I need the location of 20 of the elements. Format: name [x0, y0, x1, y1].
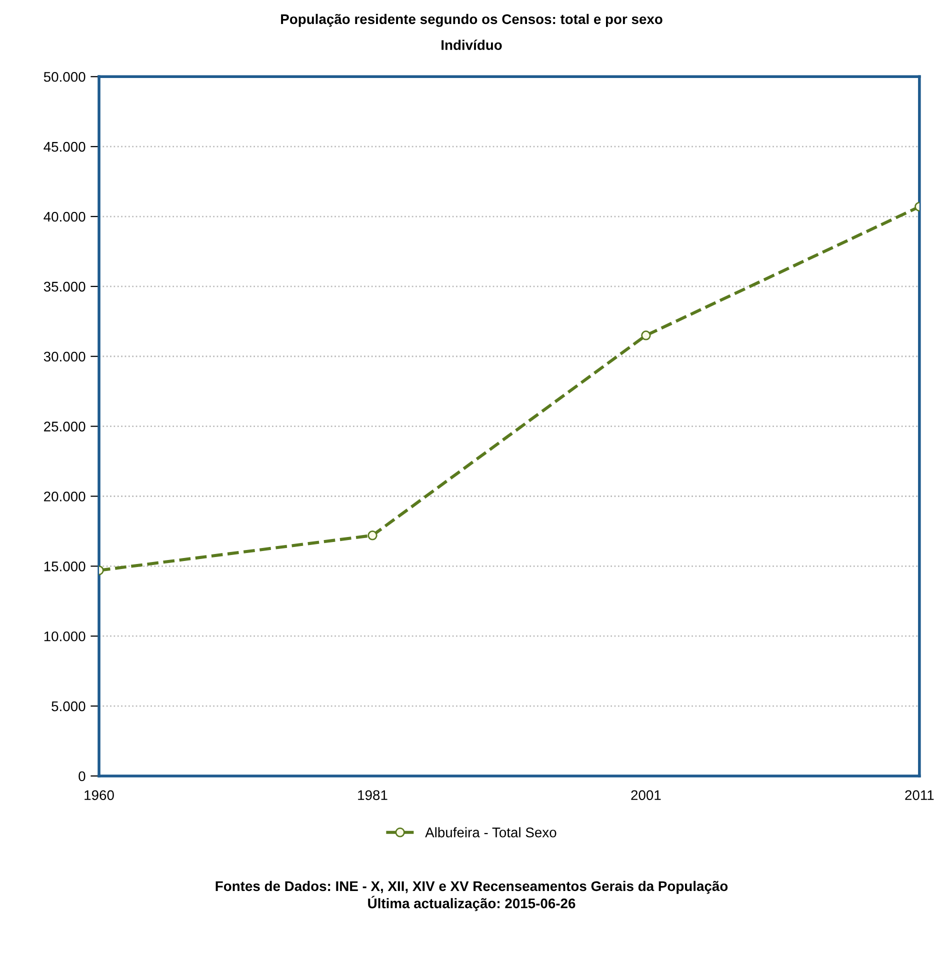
- y-tick-label: 30.000: [44, 352, 86, 362]
- legend-label: Albufeira - Total Sexo: [425, 827, 556, 838]
- y-tick-label: 25.000: [44, 422, 86, 432]
- x-tick-label: 2001: [631, 790, 661, 800]
- y-tick-label: 45.000: [44, 142, 86, 152]
- chart-title: População residente segundo os Censos: total e por sexo: [281, 14, 662, 27]
- y-tick-label: 15.000: [44, 562, 86, 572]
- y-tick-label: 10.000: [44, 631, 86, 642]
- x-tick-label: 2011: [905, 790, 934, 800]
- y-tick-label: 50.000: [44, 72, 86, 82]
- chart-subtitle: Indivíduo: [442, 40, 502, 50]
- y-tick-label: 0: [78, 771, 86, 782]
- y-tick-label: 35.000: [44, 282, 86, 292]
- text: Fontes de Dados: INE - X, XII, XIV e XV Recenseamentos Gerais da População: [216, 880, 728, 894]
- y-tick-label: 5.000: [52, 701, 86, 712]
- y-tick-label: 20.000: [44, 492, 86, 502]
- y-tick-label: 40.000: [44, 212, 86, 222]
- x-tick-label: 1960: [84, 790, 114, 800]
- x-tick-label: 1981: [358, 790, 388, 800]
- text: Última actualização: 2015-06-26: [368, 896, 576, 912]
